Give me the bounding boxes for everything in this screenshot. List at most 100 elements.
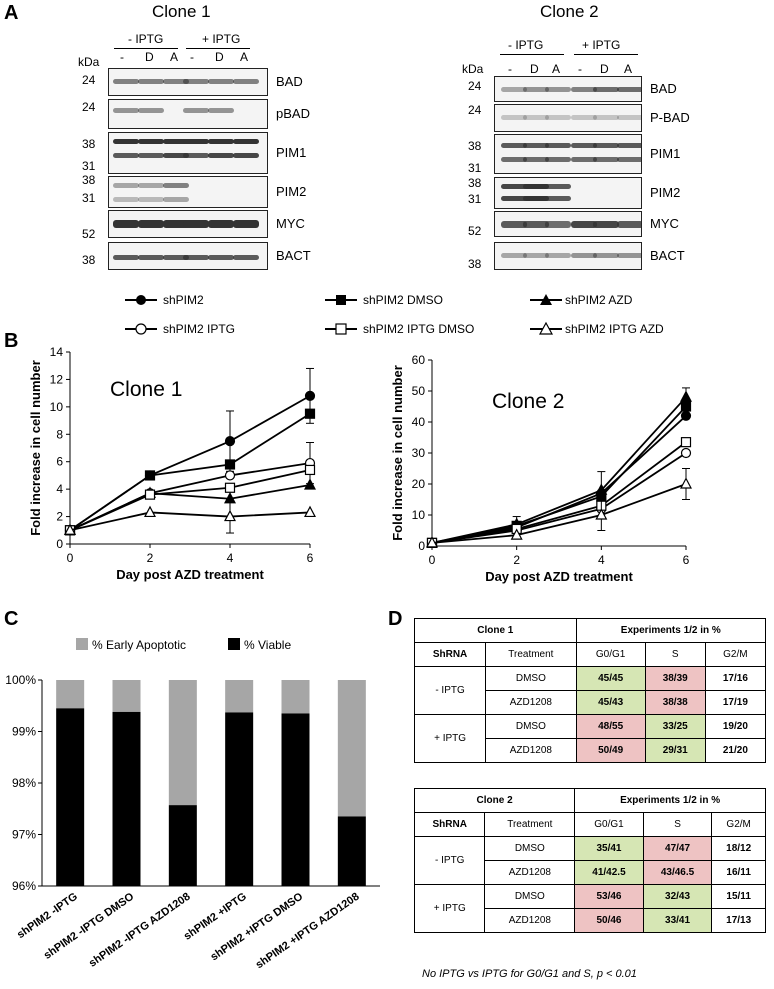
blot-band <box>545 115 571 120</box>
data-point <box>680 390 692 402</box>
blot-band <box>138 108 164 113</box>
table-cell: 17/13 <box>711 908 766 933</box>
table-row: + IPTG DMSO 53/46 32/43 15/11 <box>413 884 766 933</box>
blot-band <box>233 153 259 158</box>
x-tick-label: 2 <box>513 553 520 567</box>
legend-item-shpim2: shPIM2 <box>125 293 204 307</box>
blot-band <box>163 139 189 144</box>
blot-band <box>163 197 189 202</box>
blot-band <box>233 139 259 144</box>
blot-band <box>183 220 209 228</box>
series-shpim2-iptg-azd <box>64 499 316 535</box>
clone2-lane-label: D <box>530 62 539 76</box>
blot-band <box>113 139 139 144</box>
clone2-blot-p-bad <box>494 104 642 132</box>
series-line <box>431 415 687 544</box>
data-point <box>680 437 692 448</box>
clone1-lane-label: D <box>145 50 154 64</box>
clone2-blot-bad <box>494 76 642 102</box>
panel-letter-d: D <box>388 608 403 630</box>
clone2-lane-label: D <box>600 62 609 76</box>
blot-band <box>571 115 597 120</box>
clone1-lane-label: A <box>240 50 249 64</box>
blot-band <box>501 143 527 148</box>
series-line <box>69 395 311 532</box>
cell-cycle-table-1: Clone 1 Experiments 1/2 in % ShRNA Treatmen… <box>413 618 767 763</box>
blot-band <box>208 79 234 84</box>
clone2-lane-label: - <box>578 62 582 76</box>
bar-apoptotic <box>112 680 141 712</box>
blot-band <box>163 255 189 260</box>
blot-band <box>183 255 209 260</box>
x-axis-label: Day post AZD treatment <box>485 569 633 584</box>
data-point <box>680 447 692 459</box>
table-cell: AZD1208 <box>484 860 576 885</box>
table-experiments-header: Experiments 1/2 in % <box>574 788 766 813</box>
y-tick-label: 20 <box>412 477 426 491</box>
data-point <box>224 509 236 522</box>
clone1-lane-label: A <box>170 50 179 64</box>
blot-band <box>501 196 527 201</box>
table-cell: 33/41 <box>642 908 713 933</box>
clone2-blot-pim2 <box>494 177 642 209</box>
bar-viable <box>281 713 310 886</box>
table-cell: 48/55 <box>575 714 646 739</box>
table-cell: DMSO <box>484 884 576 909</box>
table-cell: 45/43 <box>575 690 646 715</box>
clone1-blot-label: BACT <box>276 248 311 263</box>
chart-clone1-growth: 0 2 4 6 8 10 12 14 0 2 4 6 Day post AZD treatment Fol… <box>28 345 316 582</box>
table-clone-header: Clone 2 <box>413 788 576 813</box>
blot-band <box>501 184 527 189</box>
blot-band <box>617 221 641 228</box>
series-shpim2-iptg-dmso <box>426 437 692 548</box>
clone2-blot-myc <box>494 211 642 237</box>
table-cell: 32/43 <box>642 884 713 909</box>
blot-band <box>208 255 234 260</box>
blot-band <box>593 143 619 148</box>
table-row: AZD1208 45/43 38/38 17/19 <box>415 690 767 715</box>
clone1-blot-label: PIM2 <box>276 184 307 199</box>
series-line <box>431 405 687 544</box>
svg-text:shPIM2 DMSO: shPIM2 DMSO <box>363 293 443 307</box>
table-cell: 17/19 <box>704 690 767 715</box>
x-tick-label: 2 <box>147 551 154 565</box>
panel-letter-b: B <box>4 330 19 352</box>
y-tick-label: 100% <box>5 673 36 687</box>
clone2-mw-marker: 24 <box>468 103 482 117</box>
blot-band <box>617 157 641 162</box>
y-axis-label: Fold increase in cell number <box>390 365 405 541</box>
blot-band <box>523 184 549 189</box>
blot-band <box>113 153 139 158</box>
table-cell: 16/11 <box>711 860 766 885</box>
blot-band <box>233 220 259 228</box>
x-axis-label: Day post AZD treatment <box>116 567 264 582</box>
bar-viable <box>56 708 85 886</box>
table-clone-header: Clone 1 <box>414 618 577 643</box>
blot-band <box>545 196 571 201</box>
blot-band <box>208 220 234 228</box>
blot-band <box>545 87 571 92</box>
table-cell: AZD1208 <box>485 738 577 763</box>
clone1-blot-label: MYC <box>276 216 305 231</box>
blot-band <box>208 108 234 113</box>
svg-text:shPIM2: shPIM2 <box>163 293 204 307</box>
legend-swatch-apoptotic <box>76 638 88 650</box>
clone1-mw-marker: 52 <box>82 227 96 241</box>
table-column-header: G2/M <box>704 642 767 667</box>
blot-band <box>571 157 597 162</box>
chart-title: Clone 2 <box>492 390 564 413</box>
series-shpim2-iptg-azd <box>426 468 692 548</box>
clone1-blot-label: BAD <box>276 74 303 89</box>
y-tick-label: 10 <box>50 400 64 414</box>
table-row: AZD1208 50/46 33/41 17/13 <box>415 908 766 933</box>
blot-band <box>593 253 619 258</box>
table-cell: 21/20 <box>704 738 767 763</box>
table-row: - IPTG DMSO 45/45 38/39 17/16 <box>413 666 767 715</box>
blot-band <box>523 157 549 162</box>
blot-band <box>138 197 164 202</box>
y-tick-label: 98% <box>12 776 36 790</box>
clone2-lane-label: A <box>552 62 561 76</box>
clone2-mw-marker: 52 <box>468 224 482 238</box>
y-tick-label: 12 <box>50 372 64 386</box>
chart-clone2-growth: 0 10 20 30 40 50 60 0 2 4 6 Day post AZD treatment F… <box>390 353 692 584</box>
